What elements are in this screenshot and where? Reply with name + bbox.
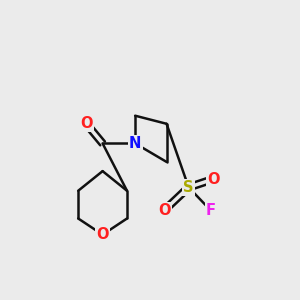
Text: F: F: [206, 203, 216, 218]
Text: O: O: [207, 172, 219, 187]
Text: O: O: [80, 116, 93, 131]
Text: O: O: [96, 227, 109, 242]
Text: S: S: [183, 180, 194, 195]
Text: N: N: [129, 136, 141, 151]
Text: O: O: [158, 203, 170, 218]
